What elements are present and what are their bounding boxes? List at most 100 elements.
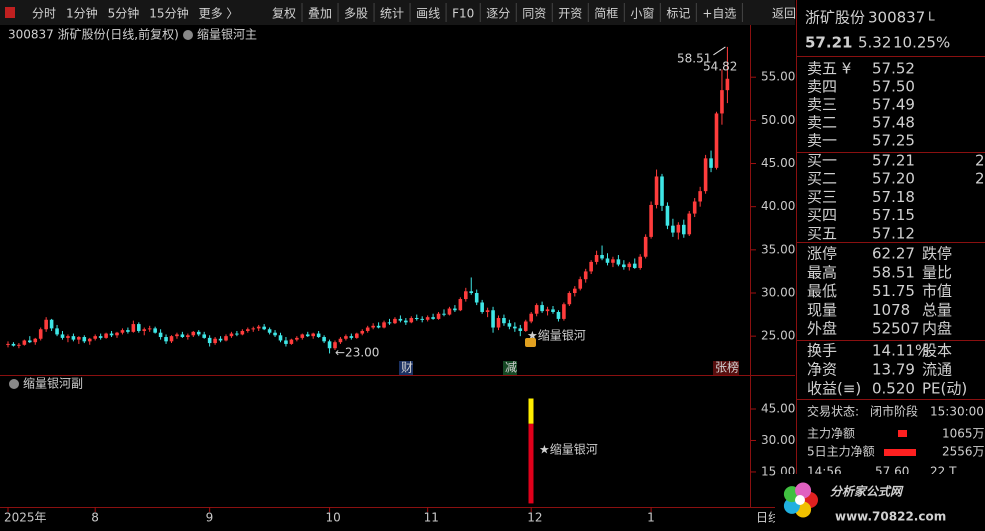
candle-body [311,333,315,337]
candle-body [436,313,441,319]
toolbar-button[interactable]: 画线 [416,7,440,21]
candle-body [235,333,239,335]
candle-body [289,339,294,344]
candle-body [578,279,583,289]
back-button[interactable]: 返回 [772,7,796,21]
high-arrow [713,46,726,56]
toolbar-button[interactable]: 开资 [558,7,582,21]
row-value: 0.520 [872,380,915,398]
candle-body [278,335,283,341]
row-value: 57.12 [872,224,915,242]
candle-body [196,331,201,335]
candle-body [725,78,730,91]
candle-body [322,337,326,342]
y-tick-label: 40.00 [761,199,795,213]
high-label: 58.51 [677,51,711,65]
period-tab[interactable]: 分时 [32,7,56,21]
sub-signal-label: ★缩量银河 [539,442,598,457]
flow-bar [898,430,907,437]
toolbar-button[interactable]: 叠加 [308,7,332,21]
candle-body [458,299,463,311]
row-value: 1078 [872,301,910,319]
indicator-icon[interactable] [183,30,193,40]
row-value: 52507 [872,320,920,338]
flow-bar [884,449,916,456]
candle-body [158,332,163,338]
status: 闭市阶段 [870,404,918,419]
toolbar-button[interactable]: 复权 [272,7,296,21]
candle-body [714,113,719,168]
candle-body [246,329,250,331]
period-tab[interactable]: 1分钟 [66,6,98,21]
candle-body [698,191,702,202]
x-tick-label: 10 [326,511,341,525]
period-tab[interactable]: 5分钟 [108,6,140,21]
candle-body [338,338,343,343]
row-label: 买二 [807,170,837,188]
candle-body [567,292,572,305]
toolbar-button[interactable]: 标记 [666,7,690,21]
row-label: 涨停 [807,245,837,263]
candle-body [600,255,604,259]
indicator-icon[interactable] [9,379,19,389]
period-tab[interactable]: 更多 〉 [199,7,239,21]
row-vol: 2 [975,170,985,188]
toolbar-button[interactable]: 多股 [344,7,368,21]
candle-body [66,336,70,338]
row-label: 卖二 [807,114,837,132]
row-value: 51.75 [872,282,915,300]
row-value: 14.11% [872,342,929,360]
candle-body [202,334,206,338]
row-value: 57.25 [872,132,915,150]
toolbar-button[interactable]: 小窗 [630,7,654,21]
row-label2: 量比 [922,263,952,281]
row-value: 57.49 [872,96,915,114]
candle-body [365,327,370,331]
candle-body [333,342,337,349]
candle-body [649,204,653,237]
candle-body [551,309,555,312]
candle-body [676,224,681,233]
pct: 10.25% [893,34,950,52]
candle-body [660,176,664,206]
event-label[interactable]: 张榜 [715,360,739,375]
row-label2: 跌停 [922,245,952,263]
x-tick-label: 2025年 [4,511,47,525]
candle-body [376,325,381,328]
candle-body [398,318,403,321]
x-tick-label: 9 [206,511,214,525]
candle-body [33,338,38,343]
flag: L [928,10,935,24]
candle-body [126,330,130,332]
toolbar-button[interactable]: 逐分 [486,7,510,21]
flow-label: 主力净额 [807,427,855,441]
menu-icon[interactable] [5,7,15,18]
candle-body [137,324,141,331]
toolbar-button[interactable]: 同资 [522,7,546,21]
row-value: 57.48 [872,114,915,132]
candle-body [49,319,54,329]
status-time: 15:30:00 [930,405,984,419]
event-label[interactable]: 财 [401,361,413,375]
stock-name: 浙矿股份 [805,9,865,27]
event-label[interactable]: 减 [505,361,517,375]
period-tab[interactable]: 15分钟 [149,6,188,21]
close-label: 54.82 [703,59,737,73]
candle-body [682,224,686,235]
flow-value: 1065万 [942,427,985,441]
toolbar-button[interactable]: +自选 [702,7,736,21]
candle-body [545,309,550,312]
toolbar-button[interactable]: F10 [452,7,474,21]
row-label: 卖一 [807,132,837,150]
toolbar-button[interactable]: 统计 [380,7,404,21]
stock-code: 300837 [868,9,925,27]
y-tick-label: 35.00 [761,242,795,256]
toolbar-button[interactable]: 简框 [594,7,618,21]
candle-body [22,340,27,345]
event-box [503,361,517,375]
candle-body [142,329,147,331]
candle-body [665,205,670,226]
candle-body [632,263,637,268]
row-label2: 股本 [922,342,952,360]
candle-body [207,337,212,344]
